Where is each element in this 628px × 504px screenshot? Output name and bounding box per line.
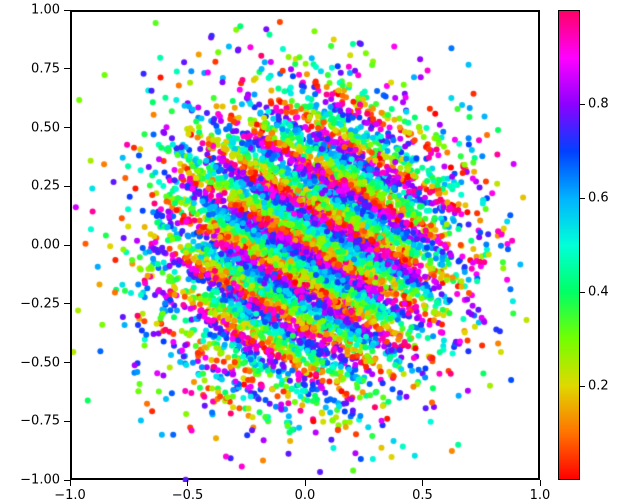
colorbar-tick-label: 0.8 [588, 97, 609, 112]
colorbar-tick-mark [580, 198, 585, 199]
x-tick-mark [422, 480, 423, 486]
plot-area [70, 10, 540, 480]
colorbar-tick-mark [580, 104, 585, 105]
y-tick-mark [64, 362, 70, 363]
x-tick-label: −0.5 [172, 488, 204, 503]
scatter-canvas [72, 12, 542, 482]
y-tick-mark [64, 245, 70, 246]
colorbar-tick-mark [580, 292, 585, 293]
x-tick-label: 0.5 [412, 488, 433, 503]
x-tick-label: −1.0 [54, 488, 86, 503]
y-tick-mark [64, 127, 70, 128]
colorbar-tick-mark [580, 386, 585, 387]
x-tick-mark [187, 480, 188, 486]
y-tick-mark [64, 303, 70, 304]
figure: −1.0 −0.5 0.0 0.5 1.0 −1.00 −0.75 −0.50 −0.25 0.… [0, 0, 628, 504]
y-tick-label: −0.25 [20, 296, 60, 311]
colorbar-tick-label: 0.4 [588, 285, 609, 300]
colorbar [558, 10, 580, 480]
y-tick-mark [64, 480, 70, 481]
colorbar-tick-label: 0.6 [588, 191, 609, 206]
y-tick-mark [64, 10, 70, 11]
x-tick-mark [540, 480, 541, 486]
y-tick-mark [64, 68, 70, 69]
y-tick-mark [64, 421, 70, 422]
y-tick-label: −0.75 [20, 414, 60, 429]
y-tick-label: −1.00 [20, 473, 60, 488]
y-tick-label: −0.50 [20, 355, 60, 370]
x-tick-mark [305, 480, 306, 486]
y-tick-label: 1.00 [31, 3, 60, 18]
y-tick-mark [64, 186, 70, 187]
x-tick-mark [70, 480, 71, 486]
y-tick-label: 0.75 [31, 61, 60, 76]
y-tick-label: 0.25 [31, 179, 60, 194]
y-tick-label: 0.50 [31, 120, 60, 135]
x-tick-label: 0.0 [295, 488, 316, 503]
x-tick-label: 1.0 [530, 488, 551, 503]
colorbar-tick-label: 0.2 [588, 379, 609, 394]
y-tick-label: 0.00 [31, 238, 60, 253]
